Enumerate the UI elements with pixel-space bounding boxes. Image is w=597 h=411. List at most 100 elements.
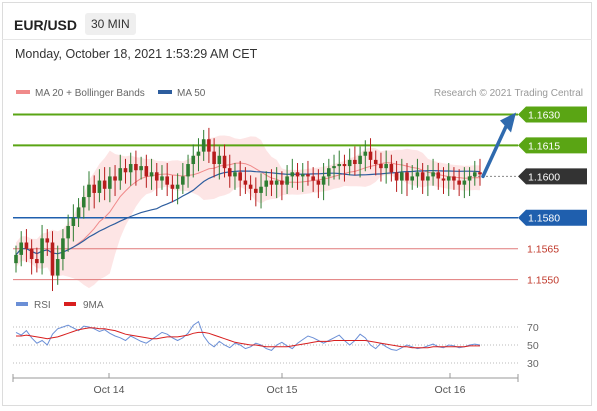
candle-body <box>227 168 232 177</box>
candle-body <box>347 159 352 167</box>
legend-swatch-ma20 <box>16 90 30 94</box>
candle-body <box>87 184 91 198</box>
candle-body <box>212 151 216 165</box>
header-bar: EUR/USD 30 MIN <box>2 2 592 40</box>
candle-body <box>175 184 180 189</box>
candle-body <box>134 164 138 171</box>
candle-body <box>123 168 128 173</box>
candle-body <box>420 172 425 181</box>
candle-body <box>154 172 159 181</box>
candle-body <box>149 172 154 177</box>
forecast-arrow-head <box>500 112 516 133</box>
candle-body <box>181 176 185 185</box>
candle-body <box>426 176 430 181</box>
price-panel <box>13 112 518 292</box>
candle-body <box>321 176 326 185</box>
level-label-1.1550: 1.1550 <box>527 275 559 287</box>
x-tick-label: Oct 14 <box>94 384 125 396</box>
candle-body <box>384 164 388 169</box>
candle-body <box>92 184 97 193</box>
level-label-1.1565: 1.1565 <box>527 244 559 256</box>
candle-body <box>316 180 321 185</box>
legend-label-9ma: 9MA <box>83 300 104 311</box>
candle-body <box>311 176 315 181</box>
candle-body <box>436 172 441 179</box>
level-labels: 1.1630 1.1615 1.1600 1.1580 1.1565 1.1550 <box>518 106 587 287</box>
rsi-tick-label: 70 <box>527 322 539 334</box>
candle-body <box>431 172 435 177</box>
rsi-series-9ma <box>16 327 480 349</box>
legend-swatch-rsi <box>16 302 28 306</box>
candle-body <box>457 180 461 185</box>
symbol-title: EUR/USD <box>14 17 78 33</box>
candle-body <box>259 186 263 193</box>
candle-body <box>170 184 175 189</box>
candle-body <box>254 188 258 193</box>
candle-body <box>285 176 289 185</box>
candle-body <box>379 164 383 169</box>
level-label-1.1615: 1.1615 <box>528 140 560 152</box>
timeframe-badge[interactable]: 30 MIN <box>85 13 136 35</box>
candle-body <box>389 164 394 173</box>
candle-body <box>353 159 357 165</box>
x-tick-label: Oct 16 <box>435 384 466 396</box>
candle-body <box>269 180 274 185</box>
candle-body <box>368 151 373 160</box>
rsi-series-rsi <box>15 320 481 351</box>
candle-body <box>24 242 29 249</box>
candle-body <box>191 155 196 165</box>
candle-body <box>186 164 190 177</box>
level-tag-1.1600 <box>518 168 587 185</box>
candle-body <box>71 217 76 226</box>
level-label-1.1580: 1.1580 <box>528 213 560 225</box>
candle-body <box>118 168 123 181</box>
candle-body <box>35 259 39 264</box>
candle-body <box>248 184 253 189</box>
candle-body <box>327 168 331 177</box>
candle-body <box>337 164 342 167</box>
attribution: Research © 2021 Trading Central <box>434 88 583 99</box>
candle-body <box>332 166 336 169</box>
timestamp: Monday, October 18, 2021 1:53:29 AM CET <box>15 47 258 61</box>
candle-body <box>50 242 55 276</box>
candle-body <box>14 254 18 264</box>
candle-body <box>55 259 60 276</box>
candle-body <box>66 225 70 239</box>
candle-body <box>472 172 477 177</box>
candle-body <box>102 180 107 189</box>
rsi-tick-label: 30 <box>527 358 539 370</box>
candle-body <box>160 176 164 181</box>
ma50-line <box>15 169 481 256</box>
candle-body <box>342 164 347 167</box>
candle-body <box>280 180 284 185</box>
legend-swatch-9ma <box>64 302 76 306</box>
forecast-arrow-shaft <box>481 124 508 179</box>
level-tag-1.1630 <box>518 106 587 123</box>
candle-body <box>467 176 472 181</box>
candle-body <box>222 155 227 169</box>
candle-body <box>358 155 362 165</box>
level-label-1.1600: 1.1600 <box>528 171 560 183</box>
candle-body <box>217 155 222 165</box>
level-tag-1.1580 <box>518 209 587 226</box>
x-axis: Oct 14 Oct 15 Oct 16 <box>94 373 466 396</box>
candle-body <box>61 238 65 260</box>
candle-body <box>233 172 237 177</box>
candle-body <box>144 166 149 177</box>
candle-body <box>446 176 451 181</box>
level-label-1.1630: 1.1630 <box>528 109 560 121</box>
candle-body <box>113 176 117 181</box>
candle-body <box>290 172 295 177</box>
candle-body <box>394 172 399 181</box>
candle-body <box>415 172 420 177</box>
candle-body <box>207 139 211 152</box>
candle-body <box>19 242 24 255</box>
candle-body <box>128 164 133 173</box>
candle-body <box>264 180 269 187</box>
rsi-tick-label: 50 <box>527 340 539 352</box>
candle-body <box>462 180 467 185</box>
candle-body <box>399 172 404 181</box>
bollinger-band <box>16 135 480 289</box>
candle-body <box>300 174 305 177</box>
